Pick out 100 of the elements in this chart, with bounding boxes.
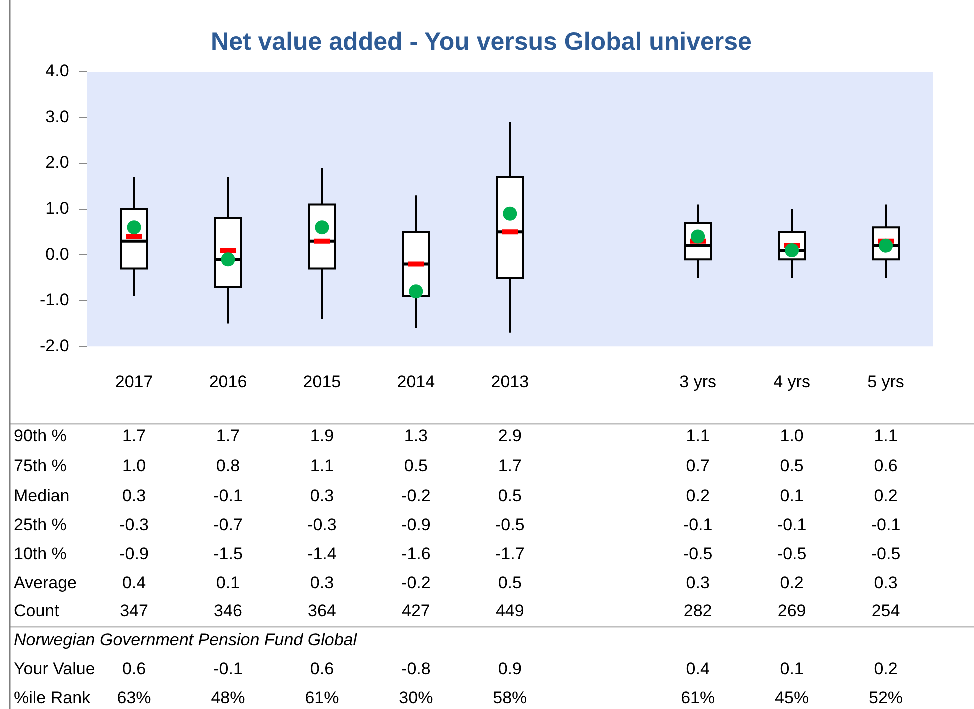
text: 1.9 [310, 426, 334, 446]
text: 0.2 [780, 574, 804, 593]
text: 1.7 [216, 426, 240, 446]
text: 52% [869, 688, 904, 708]
x-tick-label: 4 yrs [774, 372, 810, 392]
text: 63% [117, 688, 152, 708]
x-tick-label: 5 yrs [868, 372, 904, 392]
text: -0.1 [214, 660, 243, 679]
y-tick-label: -1.0 [40, 290, 70, 310]
text: 1.1 [686, 426, 710, 446]
text: 0.9 [498, 660, 522, 679]
text: 0.7 [686, 456, 710, 476]
y-tick-label: 3.0 [46, 107, 70, 126]
y-tick-label: 2.0 [46, 153, 70, 172]
y-tick-label: 4.0 [46, 62, 70, 81]
text: 0.3 [310, 486, 334, 506]
point [315, 220, 330, 235]
text: 1.1 [874, 426, 898, 446]
text: 282 [684, 602, 712, 621]
text: 1.0 [780, 426, 804, 446]
text: Your Value [14, 660, 96, 679]
text: 1.1 [310, 456, 334, 476]
text: 1.0 [122, 456, 146, 476]
text: -0.5 [871, 544, 901, 564]
text: Median [14, 486, 70, 506]
text: -1.5 [214, 544, 243, 564]
text: 45% [775, 688, 810, 708]
point [127, 220, 142, 235]
text: 61% [305, 688, 340, 708]
text: 1.7 [498, 456, 522, 476]
text: -0.7 [214, 516, 243, 535]
text: 2.9 [498, 426, 522, 446]
text: 347 [120, 602, 148, 621]
chart-title: Net value added - You versus Global universe [211, 28, 752, 56]
text: 1.7 [122, 426, 146, 446]
text: 25th % [14, 516, 67, 535]
y-tick-label: -2.0 [40, 336, 70, 356]
text: 0.5 [498, 486, 522, 506]
text: 449 [496, 602, 524, 621]
y-tick-label: 1.0 [46, 198, 70, 218]
text: -0.1 [683, 516, 713, 535]
text: -0.1 [871, 516, 901, 535]
text: -0.3 [308, 516, 337, 535]
text: 75th % [14, 456, 67, 476]
text: Average [14, 574, 78, 593]
text: 0.4 [686, 660, 710, 679]
text: -1.6 [402, 544, 431, 564]
x-tick-label: 2015 [303, 372, 342, 392]
text: 90th % [14, 426, 67, 446]
text: 427 [402, 602, 430, 621]
text: -0.5 [683, 544, 713, 564]
text: 30% [399, 688, 434, 708]
text: 0.5 [404, 456, 428, 476]
text: 0.2 [874, 486, 898, 506]
text: 0.8 [216, 456, 240, 476]
text: 0.3 [122, 486, 146, 506]
text: 0.1 [216, 574, 240, 593]
text: -0.2 [402, 574, 431, 593]
point [221, 252, 236, 267]
text: 10th % [14, 544, 67, 564]
text: 58% [493, 688, 528, 708]
text: 364 [308, 602, 336, 621]
y-tick-label: 0.0 [46, 244, 70, 264]
text: -0.1 [777, 516, 807, 535]
text: %ile Rank [14, 688, 92, 708]
text: Norwegian Government Pension Fund Global [14, 630, 358, 650]
text: -0.5 [496, 516, 525, 535]
x-tick-label: 3 yrs [680, 372, 717, 392]
text: 61% [681, 688, 716, 708]
text: -0.9 [402, 516, 431, 535]
x-tick-label: 2013 [491, 372, 530, 392]
point [503, 206, 518, 221]
text: 1.3 [404, 426, 428, 446]
x-tick-label: 2017 [115, 372, 154, 392]
text: 0.6 [874, 456, 898, 476]
text: 0.5 [780, 456, 804, 476]
text: 48% [211, 688, 246, 708]
text: 0.2 [874, 660, 898, 679]
text: 0.3 [686, 574, 710, 593]
text: -1.4 [308, 544, 337, 564]
text: 0.4 [122, 574, 146, 593]
text: Count [14, 602, 60, 621]
text: -0.9 [120, 544, 149, 564]
text: -0.5 [777, 544, 807, 564]
text: -0.3 [120, 516, 149, 535]
text: -0.8 [402, 660, 431, 679]
x-tick-label: 2016 [209, 372, 248, 392]
x-tick-label: 2014 [397, 372, 436, 392]
point [409, 284, 424, 299]
text: 254 [872, 602, 900, 621]
text: -0.1 [214, 486, 243, 506]
text: 0.1 [780, 486, 804, 506]
text: 0.1 [780, 660, 804, 679]
text: 0.2 [686, 486, 710, 506]
text: 0.6 [310, 660, 334, 679]
text: 0.3 [310, 574, 334, 593]
text: 346 [214, 602, 242, 621]
text: 0.3 [874, 574, 898, 593]
text: -1.7 [496, 544, 525, 564]
text: -0.2 [402, 486, 431, 506]
